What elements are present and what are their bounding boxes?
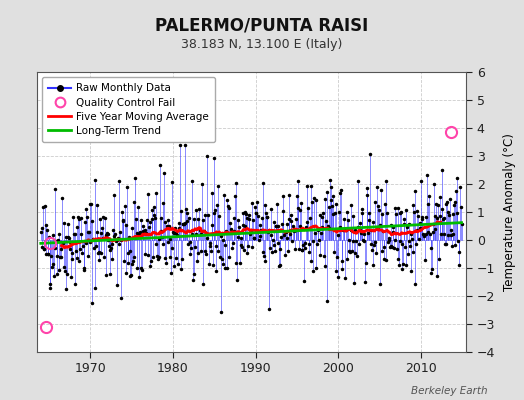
- Text: 38.183 N, 13.100 E (Italy): 38.183 N, 13.100 E (Italy): [181, 38, 343, 51]
- Text: PALERMO/PUNTA RAISI: PALERMO/PUNTA RAISI: [156, 16, 368, 34]
- Y-axis label: Temperature Anomaly (°C): Temperature Anomaly (°C): [504, 133, 517, 291]
- Legend: Raw Monthly Data, Quality Control Fail, Five Year Moving Average, Long-Term Tren: Raw Monthly Data, Quality Control Fail, …: [42, 77, 215, 142]
- Text: Berkeley Earth: Berkeley Earth: [411, 386, 487, 396]
